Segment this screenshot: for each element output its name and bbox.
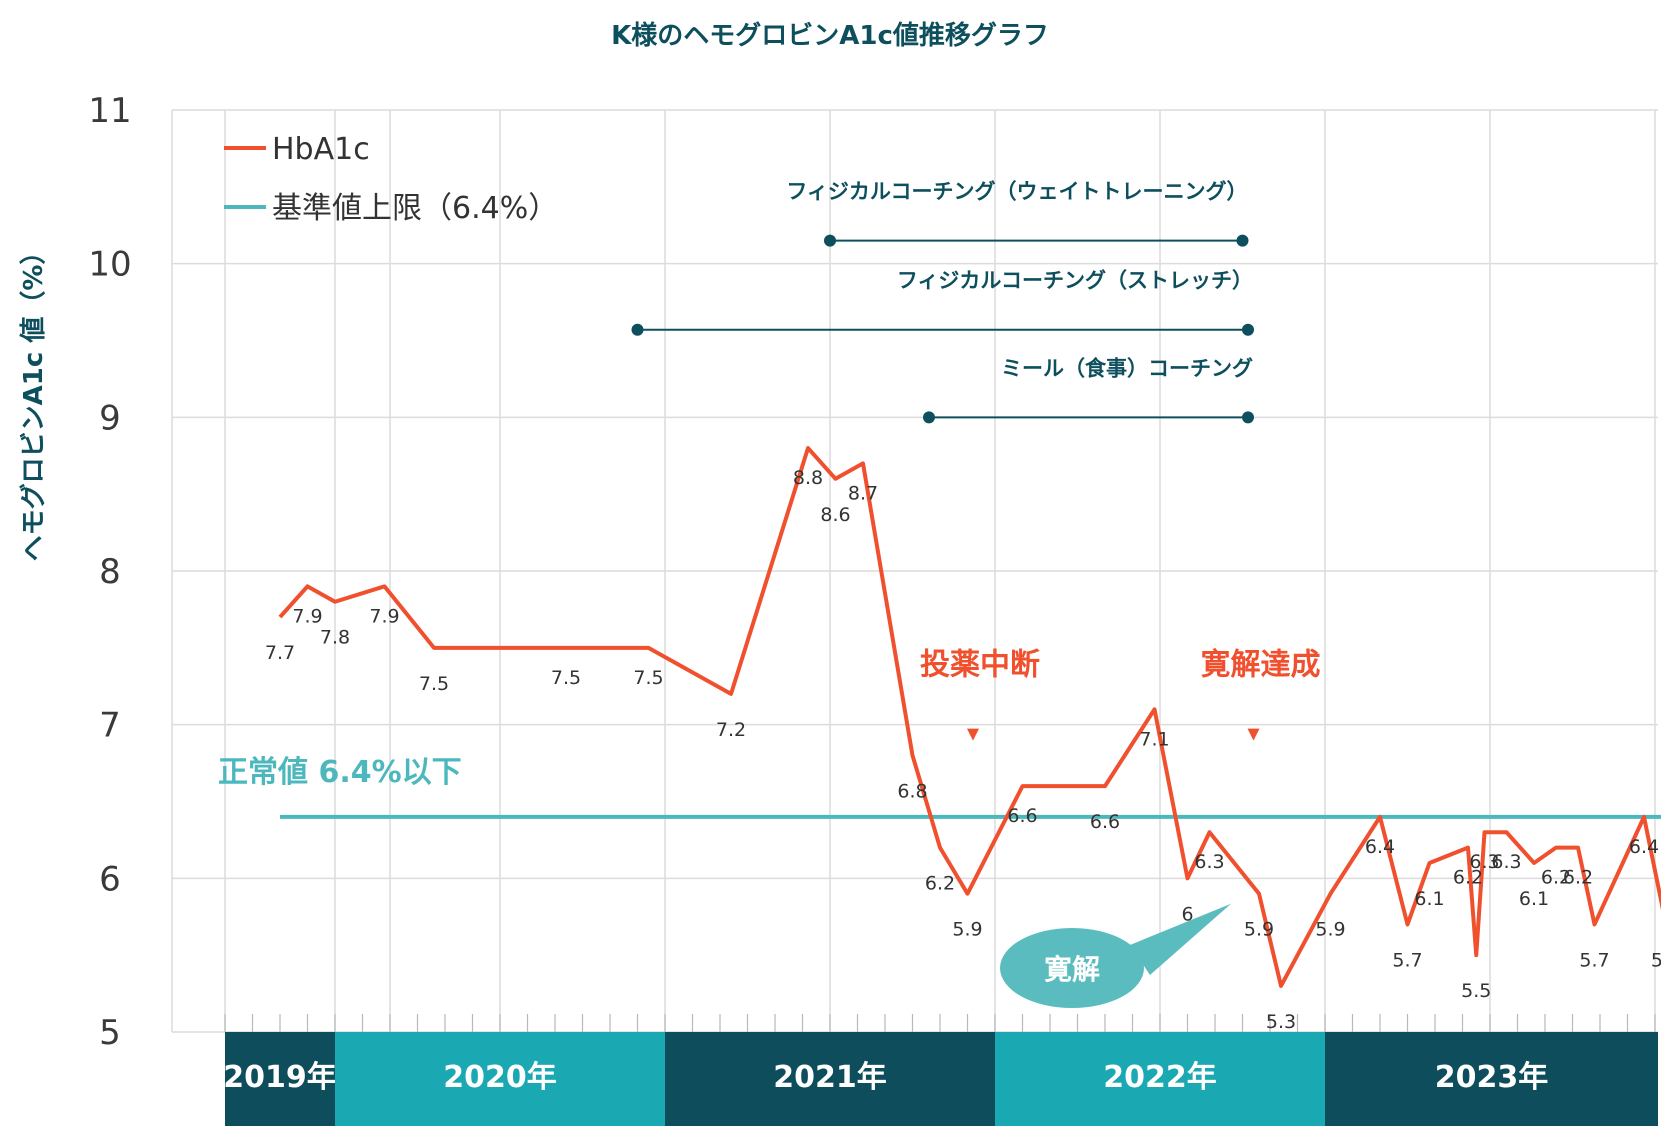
program-end-dot [1242,323,1254,336]
program-label: ミール（食事）コーチング [1001,356,1253,380]
legend-label-reference: 基準値上限（6.4%） [272,191,558,226]
program-label: フィジカルコーチング（ウェイトトレーニング） [786,180,1247,204]
callout-bubble [1000,928,1144,1008]
data-label: 6.3 [1194,851,1224,873]
data-label: 5.5 [1461,980,1491,1002]
data-label: 6.4 [1365,836,1395,858]
data-label: 7.5 [419,673,449,695]
legend: HbA1c 基準値上限（6.4%） [224,132,558,226]
y-tick-label: 6 [99,859,121,899]
data-label: 7.9 [292,605,322,627]
data-label: 6.1 [1414,888,1444,910]
annotation-label: 投薬中断 [920,648,1040,683]
data-label: 6.6 [1007,805,1037,827]
data-label: 6.2 [925,873,955,895]
data-label: 6.4 [1629,836,1659,858]
data-label: 5.9 [952,919,982,941]
year-band [225,1032,335,1126]
annotations: 投薬中断 寛解達成 [920,648,1321,741]
data-label: 5.7 [1392,949,1422,971]
y-tick-label: 7 [99,706,121,746]
callout-label: 寛解 [1044,953,1100,986]
data-label: 7.5 [633,667,663,689]
annotation-marker [967,728,979,741]
year-band [995,1032,1325,1126]
year-band-label: 2019年 [223,1060,337,1095]
program-ranges: フィジカルコーチング（ウェイトトレーニング） フィジカルコーチング（ストレッチ） ミ… [631,180,1254,424]
data-label: 5.7 [1579,949,1609,971]
year-band-label: 2023年 [1435,1060,1549,1095]
annotation-label: 寛解達成 [1201,648,1321,683]
data-label: 5.9 [1244,919,1274,941]
y-axis-label: ヘモグロビンA1c 値（%） [19,239,49,562]
year-band-axis: 2019年 2020年 2021年 2022年 2023年 [223,1032,1658,1126]
hba1c-line [278,446,1661,988]
program-start-dot [923,411,935,424]
data-label: 6.2 [1541,867,1571,889]
program-start-dot [631,323,644,336]
data-label: 6.3 [1491,851,1521,873]
program-end-dot [1242,411,1254,424]
y-tick-label: 11 [88,91,131,131]
y-axis-ticks: 5 6 7 8 9 10 11 [88,91,131,1053]
hba1c-series-group [278,446,1661,988]
data-label: 6.2 [1453,867,1483,889]
remission-callout: 寛解 [1000,903,1231,1008]
y-tick-label: 5 [99,1013,121,1053]
y-tick-label: 10 [88,245,131,285]
year-band-label: 2021年 [773,1060,887,1095]
data-labels: 7.77.97.87.97.5 7.5 7.57.28.88.68.76.86.25… [265,467,1661,1033]
data-label: 7.7 [265,642,295,664]
gridlines [171,109,1658,1033]
data-label: 5.7 [1651,949,1661,971]
annotation-marker [1247,728,1260,741]
data-label: 8.8 [793,467,823,489]
reference-line-group: 正常値 6.4%以下 [218,755,1661,819]
program-label: フィジカルコーチング（ストレッチ） [897,269,1253,293]
data-label: 8.6 [820,504,850,526]
year-band-label: 2020年 [443,1060,557,1095]
year-band [665,1032,995,1126]
program-end-dot [1236,234,1249,247]
data-label: 6.6 [1090,811,1120,833]
callout-pointer [1130,903,1231,975]
year-band [1325,1032,1658,1126]
y-tick-label: 9 [99,398,121,438]
data-label: 7.9 [369,605,399,627]
data-label: 5.9 [1315,919,1345,941]
data-label: 6.8 [897,780,927,802]
y-tick-label: 8 [99,552,121,592]
data-label: 7.2 [716,719,746,741]
data-label: 6.3 [1469,851,1499,873]
data-label: 7.8 [320,627,350,649]
data-label: 6.2 [1563,867,1593,889]
data-label: 7.1 [1139,728,1169,750]
year-band [335,1032,665,1126]
year-band-label: 2022年 [1103,1060,1217,1095]
data-label: 5.3 [1266,1011,1296,1033]
chart-title: K様のヘモグロビンA1c値推移グラフ [611,20,1049,51]
data-label: 6 [1181,903,1193,925]
data-label: 8.7 [848,482,878,504]
data-label: 7.5 [551,667,581,689]
data-label: 6.1 [1519,888,1549,910]
legend-label-hba1c: HbA1c [272,132,370,167]
reference-label: 正常値 6.4%以下 [218,755,462,790]
program-start-dot [824,234,836,247]
